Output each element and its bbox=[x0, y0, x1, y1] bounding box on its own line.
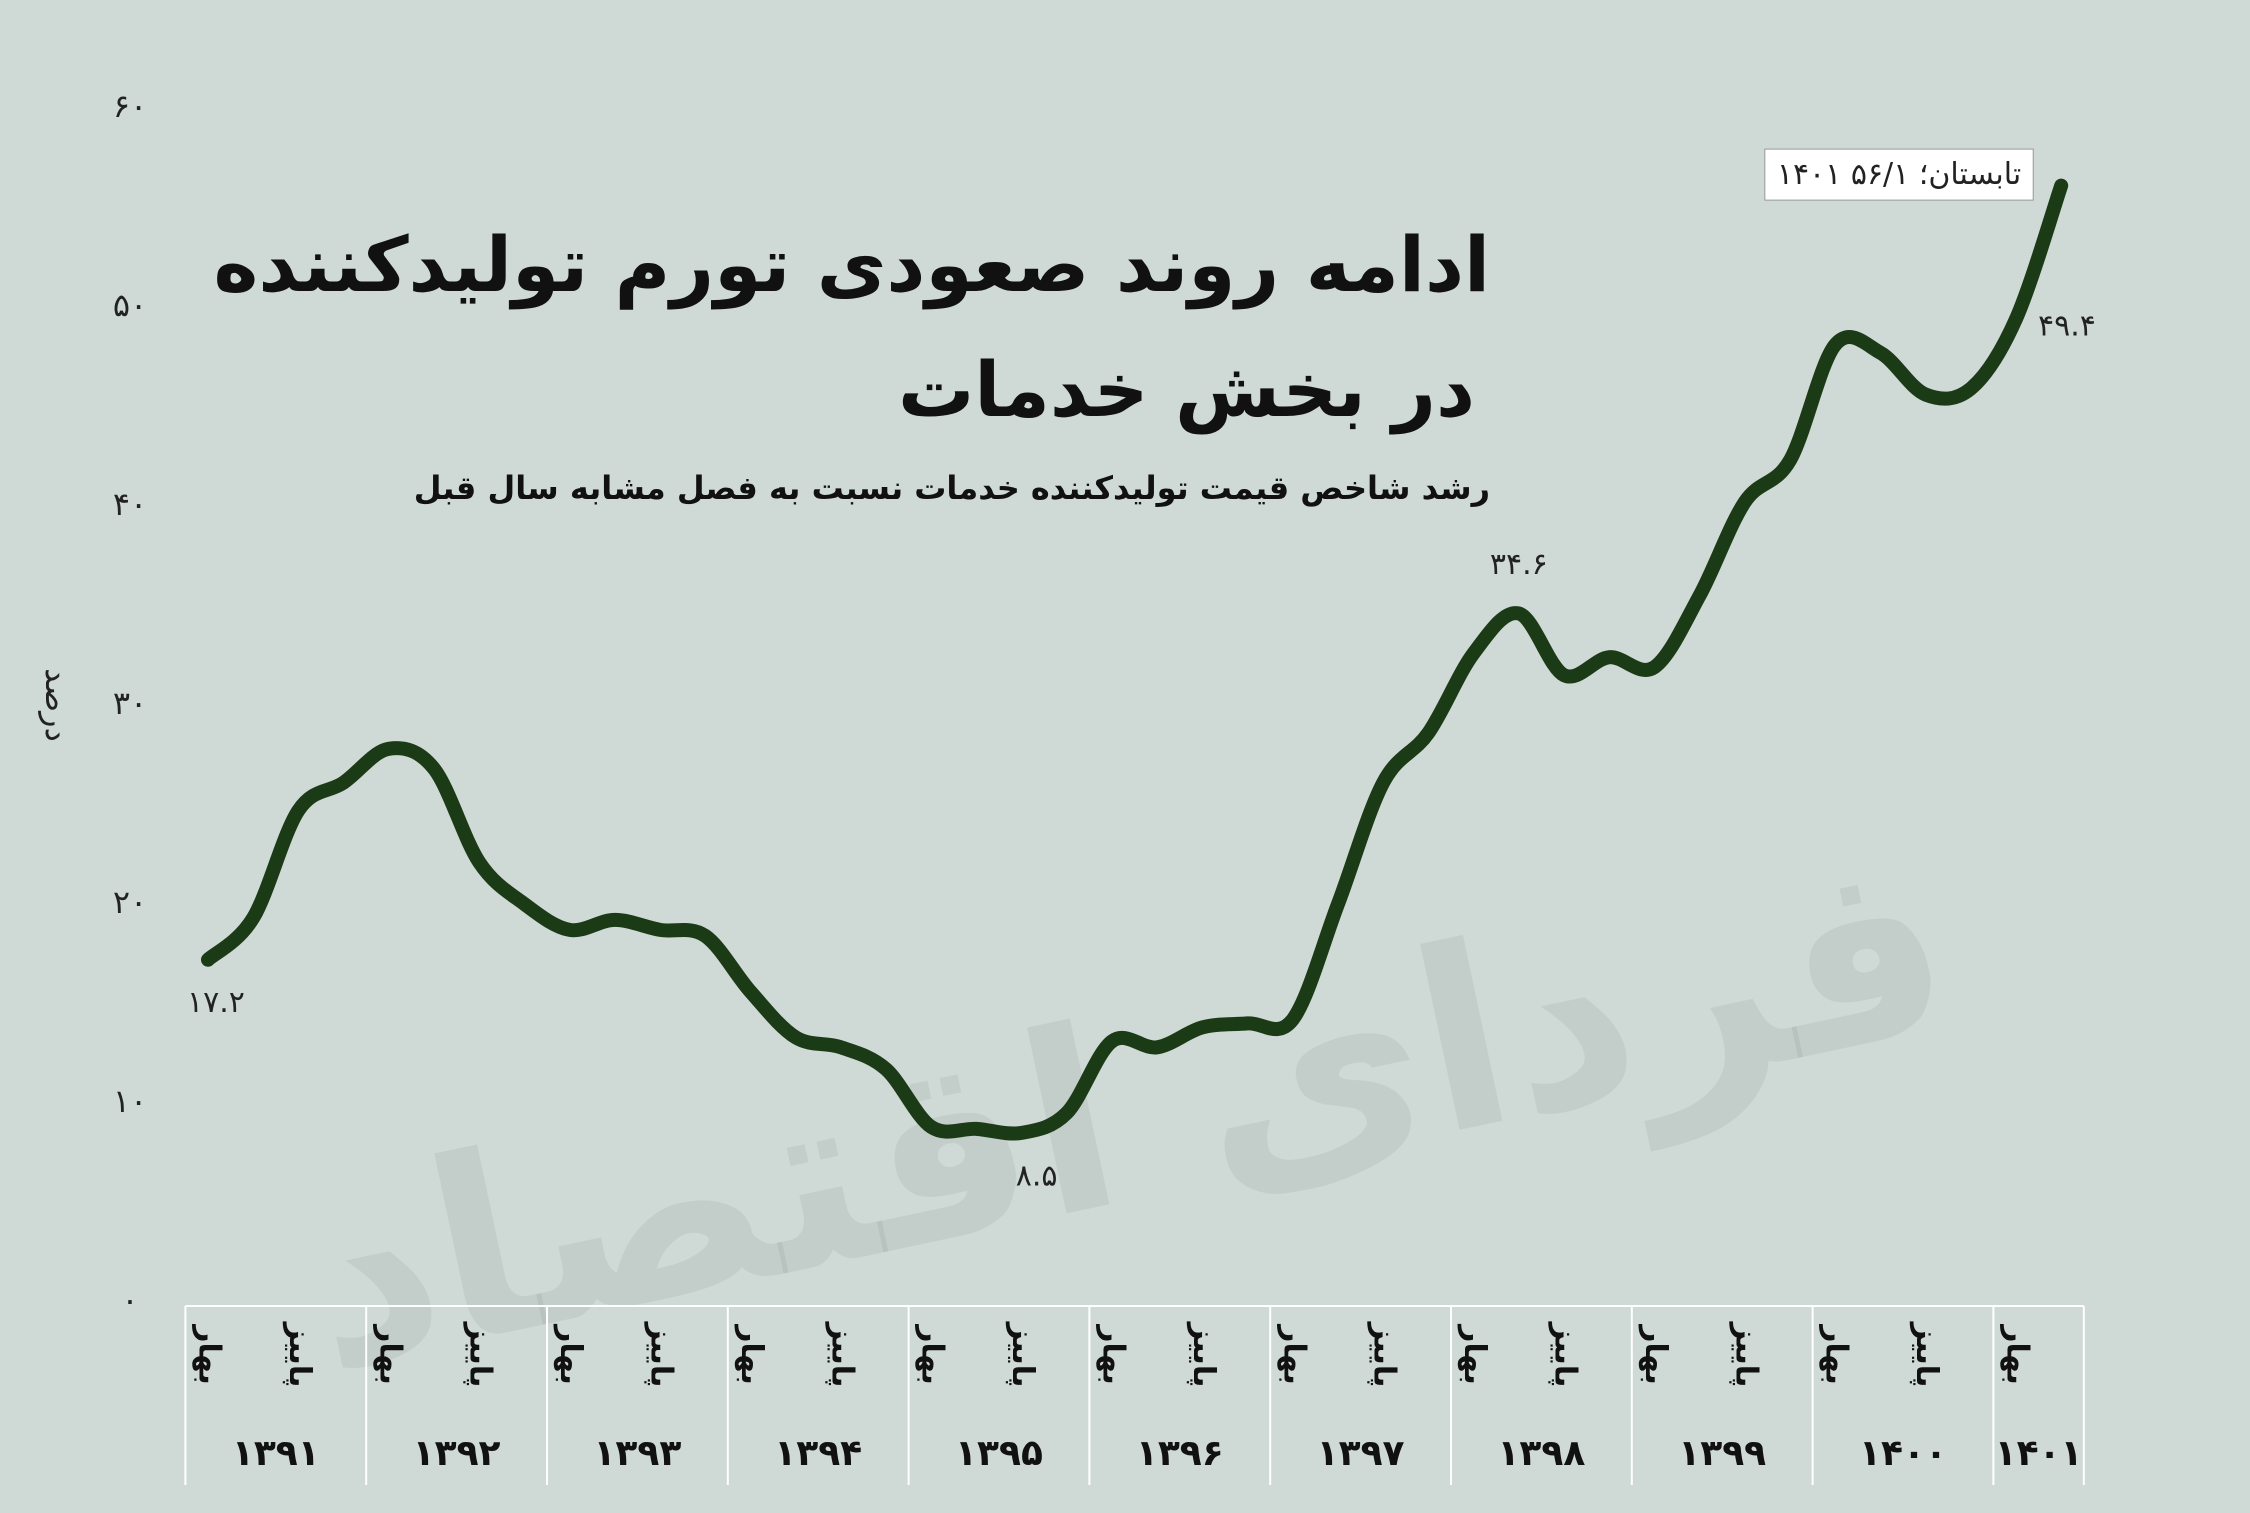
y-tick-label: ۳۰ bbox=[113, 684, 147, 722]
x-tick-label: پاییز bbox=[824, 1321, 859, 1388]
y-tick-label: ۲۰ bbox=[113, 883, 147, 921]
x-tick-label: بهار bbox=[372, 1323, 407, 1385]
x-tick-label: بهار bbox=[915, 1323, 950, 1385]
x-tick-label: بهار bbox=[1457, 1323, 1492, 1385]
x-tick-label: پاییز bbox=[282, 1321, 317, 1388]
x-tick-label: پاییز bbox=[1367, 1321, 1402, 1388]
y-tick-label: ۱۰ bbox=[113, 1082, 147, 1120]
value-label: ۸.۵ bbox=[1016, 1158, 1058, 1193]
x-group-label: ۱۳۹۵ bbox=[955, 1433, 1043, 1474]
x-tick-label: بهار bbox=[553, 1323, 588, 1385]
x-tick-label: پاییز bbox=[1548, 1321, 1583, 1388]
x-tick-label: بهار bbox=[1276, 1323, 1311, 1385]
x-tick-label: پاییز bbox=[1005, 1321, 1040, 1388]
x-group-label: ۱۳۹۷ bbox=[1317, 1433, 1405, 1474]
x-tick-label: پاییز bbox=[463, 1321, 498, 1388]
x-tick-label: بهار bbox=[2000, 1323, 2035, 1385]
x-group-label: ۱۴۰۱ bbox=[1995, 1433, 2083, 1474]
chart-title: ادامه روند صعودی تورم تولیدکننده bbox=[214, 220, 1490, 310]
y-tick-label: ۵۰ bbox=[113, 286, 147, 324]
x-group-label: ۱۳۹۱ bbox=[232, 1433, 320, 1474]
x-group-label: ۱۴۰۰ bbox=[1859, 1433, 1947, 1474]
x-group-label: ۱۳۹۲ bbox=[413, 1433, 501, 1474]
x-group-label: ۱۳۹۸ bbox=[1497, 1433, 1585, 1474]
chart-title: در بخش خدمات bbox=[898, 345, 1475, 435]
x-group-label: ۱۳۹۳ bbox=[593, 1433, 681, 1474]
x-tick-label: بهار bbox=[1638, 1323, 1673, 1385]
value-label: ۱۴۰۱ تابستان؛ ۵۶/۱ bbox=[1777, 157, 2021, 192]
y-tick-label: ۶۰ bbox=[113, 87, 147, 125]
x-group-label: ۱۳۹۹ bbox=[1678, 1433, 1766, 1474]
y-tick-label: ۰ bbox=[121, 1281, 138, 1319]
x-tick-label: بهار bbox=[192, 1323, 227, 1385]
x-tick-label: پاییز bbox=[644, 1321, 679, 1388]
value-label-box bbox=[1764, 148, 2034, 201]
line bbox=[201, 178, 2069, 1141]
y-axis-label: درصد bbox=[38, 668, 76, 742]
x-tick-label: بهار bbox=[734, 1323, 769, 1385]
x-group-label: ۱۳۹۴ bbox=[774, 1433, 862, 1474]
x-tick-label: بهار bbox=[1819, 1323, 1854, 1385]
x-tick-label: پاییز bbox=[1186, 1321, 1221, 1388]
x-tick-label: پاییز bbox=[1909, 1321, 1944, 1388]
value-label: ۴۹.۴ bbox=[2038, 308, 2096, 343]
x-group-label: ۱۳۹۶ bbox=[1136, 1433, 1224, 1474]
value-label: ۳۴.۶ bbox=[1490, 547, 1548, 582]
y-tick-label: ۴۰ bbox=[113, 485, 147, 523]
chart-subtitle: رشد شاخص قیمت تولیدکننده خدمات نسبت به ف… bbox=[414, 469, 1490, 507]
x-tick-label: بهار bbox=[1096, 1323, 1131, 1385]
value-label: ۱۷.۲ bbox=[187, 985, 245, 1020]
x-tick-label: پاییز bbox=[1728, 1321, 1763, 1388]
